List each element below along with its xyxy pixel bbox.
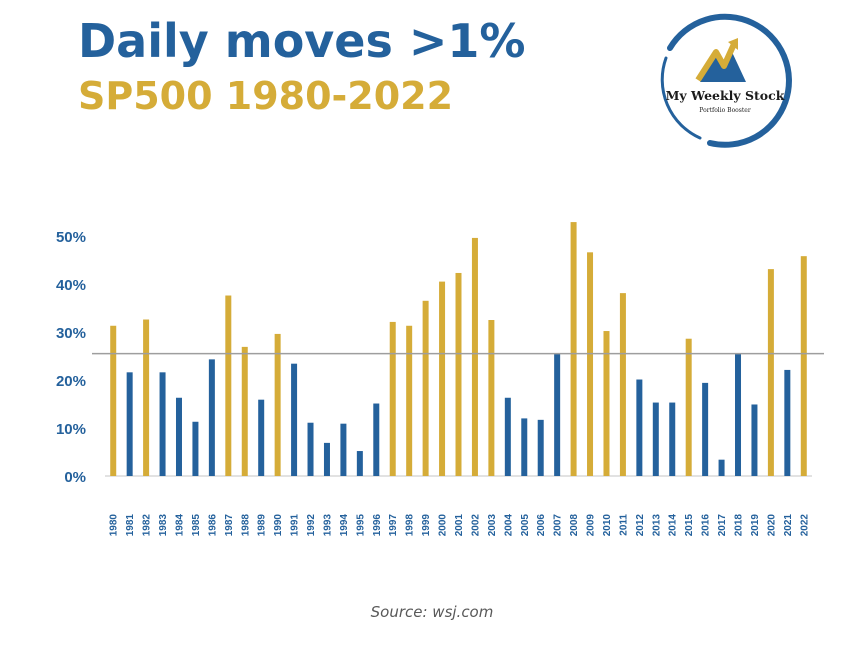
- logo-name: My Weekly Stock: [666, 88, 785, 103]
- bar-1991: [291, 363, 298, 476]
- x-tick-label: 1982: [142, 514, 153, 537]
- x-tick-label: 2009: [586, 514, 597, 537]
- x-tick-label: 1980: [109, 514, 120, 537]
- bar-1988: [241, 346, 248, 476]
- bar-1986: [208, 359, 215, 476]
- x-tick-label: 2022: [799, 514, 810, 537]
- bar-1995: [356, 451, 363, 476]
- bar-2013: [652, 402, 659, 476]
- x-tick-label: 2003: [487, 514, 498, 537]
- brand-logo: My Weekly Stock Portfolio Booster: [658, 13, 792, 148]
- x-tick-label: 1984: [174, 514, 185, 537]
- bar-2003: [488, 320, 495, 476]
- x-tick-label: 2016: [701, 514, 712, 537]
- bar-2002: [471, 237, 478, 476]
- x-tick-label: 2014: [668, 514, 679, 537]
- bar-1998: [406, 325, 413, 476]
- x-tick-label: 2010: [602, 514, 613, 537]
- bar-2004: [504, 397, 511, 476]
- x-tick-label: 1985: [191, 514, 202, 537]
- bar-1996: [373, 403, 380, 476]
- source-note: Source: wsj.com: [370, 603, 494, 621]
- bar-2015: [685, 338, 692, 476]
- bar-2022: [800, 256, 807, 476]
- bar-1980: [110, 325, 117, 476]
- bar-1993: [323, 442, 330, 476]
- y-tick-label: 40%: [56, 277, 86, 294]
- bar-1983: [159, 372, 166, 476]
- chart-subtitle: SP500 1980-2022: [78, 74, 454, 118]
- x-tick-label: 2019: [750, 514, 761, 537]
- x-tick-label: 2013: [651, 514, 662, 537]
- x-tick-label: 1996: [372, 514, 383, 537]
- bar-1997: [389, 321, 396, 476]
- x-tick-label: 1995: [355, 514, 366, 537]
- x-tick-label: 2002: [470, 514, 481, 537]
- bar-2007: [554, 353, 561, 476]
- x-tick-label: 1993: [322, 514, 333, 537]
- y-tick-label: 20%: [56, 373, 86, 390]
- bar-2005: [521, 418, 528, 476]
- bar-1987: [225, 295, 232, 476]
- bar-2016: [702, 382, 709, 476]
- x-tick-label: 2021: [783, 514, 794, 537]
- bar-2006: [537, 419, 544, 476]
- x-tick-label: 2011: [618, 514, 629, 536]
- bar-1994: [340, 423, 347, 476]
- bar-2010: [603, 331, 610, 476]
- x-tick-label: 1990: [273, 514, 284, 537]
- x-tick-label: 2015: [684, 514, 695, 537]
- x-tick-label: 2020: [766, 514, 777, 537]
- bar-1981: [126, 372, 133, 476]
- x-tick-label: 1988: [240, 514, 251, 537]
- bar-chart: 0% 10% 20% 30% 40% 50% 1980 1981 1982 1983 1984 198…: [56, 222, 824, 537]
- x-tick-label: 1994: [339, 514, 350, 537]
- y-tick-label: 30%: [56, 325, 86, 342]
- y-tick-label: 0%: [64, 469, 86, 486]
- x-tick-label: 2001: [454, 514, 465, 537]
- y-tick-label: 10%: [56, 421, 86, 438]
- x-tick-label: 1981: [125, 514, 136, 537]
- y-tick-label: 50%: [56, 229, 86, 246]
- bar-1989: [258, 399, 265, 476]
- chart-title: Daily moves >1%: [78, 14, 526, 68]
- logo-tagline: Portfolio Booster: [699, 107, 751, 114]
- bar-2021: [784, 369, 791, 476]
- x-tick-label: 1986: [207, 514, 218, 537]
- x-tick-label: 2008: [569, 514, 580, 537]
- bar-1985: [192, 421, 199, 476]
- x-tick-label: 2018: [734, 514, 745, 537]
- bar-1984: [175, 397, 182, 476]
- x-tick-label: 1998: [405, 514, 416, 537]
- bar-2012: [636, 379, 643, 476]
- bar-1992: [307, 422, 314, 476]
- bar-2014: [669, 402, 676, 476]
- bar-2001: [455, 272, 462, 476]
- x-tick-label: 1992: [306, 514, 317, 537]
- x-tick-label: 2000: [438, 514, 449, 537]
- x-tick-label: 1999: [421, 514, 432, 537]
- x-tick-label: 1989: [257, 514, 268, 537]
- bar-2011: [619, 293, 626, 476]
- bar-1999: [422, 300, 429, 476]
- bar-2000: [439, 281, 446, 476]
- bar-1982: [143, 319, 150, 476]
- x-tick-label: 2012: [635, 514, 646, 537]
- x-tick-label: 1997: [388, 514, 399, 537]
- x-tick-label: 1987: [224, 514, 235, 537]
- bar-2019: [751, 404, 758, 476]
- bar-2008: [570, 222, 577, 476]
- x-tick-label: 2017: [717, 514, 728, 537]
- bar-2017: [718, 459, 725, 476]
- x-tick-label: 2005: [520, 514, 531, 537]
- bar-1990: [274, 333, 281, 476]
- x-tick-label: 2006: [536, 514, 547, 537]
- x-tick-label: 2004: [503, 514, 514, 537]
- x-tick-label: 2007: [553, 514, 564, 537]
- x-tick-label: 1991: [290, 514, 301, 537]
- bar-2009: [587, 252, 594, 476]
- bar-2018: [735, 353, 742, 476]
- bar-2020: [767, 269, 774, 476]
- x-tick-label: 1983: [158, 514, 169, 537]
